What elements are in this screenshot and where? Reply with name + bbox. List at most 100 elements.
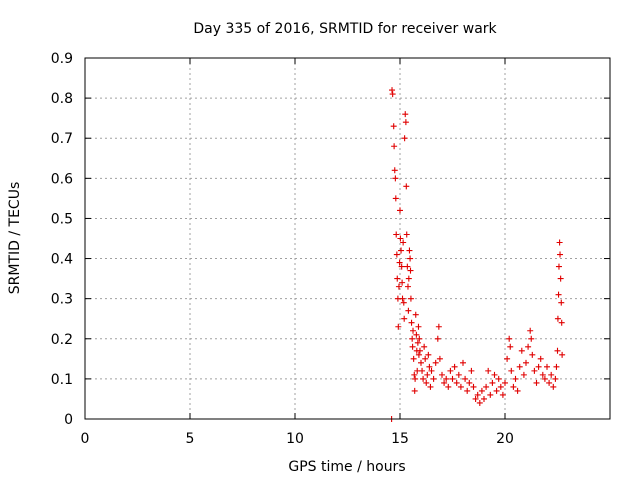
data-point (422, 355, 429, 362)
x-axis-label: GPS time / hours (288, 459, 405, 475)
data-point (528, 335, 535, 342)
data-point (400, 239, 407, 246)
data-point (439, 371, 445, 378)
data-point (402, 111, 409, 118)
x-tick-label: 15 (391, 431, 409, 447)
data-point (462, 375, 469, 382)
data-point (559, 351, 566, 358)
data-point (537, 355, 544, 362)
y-tick-label: 0 (64, 412, 73, 428)
data-point (558, 299, 565, 306)
axis-ticks (84, 57, 610, 420)
data-point (443, 375, 450, 382)
data-point (406, 247, 413, 254)
data-point (427, 383, 434, 390)
data-point (554, 347, 561, 354)
data-point (510, 383, 517, 390)
data-point (441, 379, 448, 386)
data-point (470, 383, 477, 390)
data-point (395, 323, 402, 330)
data-point (401, 135, 408, 142)
data-point (415, 351, 422, 358)
data-point (391, 143, 398, 150)
y-tick-label: 0.8 (51, 91, 73, 107)
data-point (550, 383, 557, 390)
data-point (507, 343, 514, 350)
data-point (416, 347, 423, 354)
data-point (425, 351, 432, 358)
x-tick-label: 20 (496, 431, 514, 447)
plot-frame (84, 57, 611, 420)
data-point (474, 391, 481, 398)
data-point (548, 371, 555, 378)
data-point (512, 375, 519, 382)
data-point (393, 251, 400, 258)
data-point (404, 263, 411, 270)
data-point (493, 387, 500, 394)
data-point (414, 339, 421, 346)
data-point (544, 363, 550, 370)
data-point (460, 359, 466, 366)
y-tick-label: 0.5 (51, 211, 73, 227)
data-point (407, 267, 414, 274)
data-point (445, 383, 452, 390)
data-point (546, 379, 553, 386)
y-tick-label: 0.4 (51, 252, 73, 268)
data-point (518, 347, 525, 354)
data-point (451, 363, 458, 370)
data-point (554, 315, 561, 322)
data-point (447, 367, 454, 374)
data-point (516, 363, 523, 370)
data-point (395, 283, 402, 290)
y-tick-labels: 0 0.1 0.2 0.3 0.4 0.5 0.6 0.7 0.8 0.9 (51, 51, 73, 428)
data-point (558, 319, 565, 326)
data-point (432, 359, 439, 366)
data-point (403, 231, 410, 238)
data-point (413, 331, 420, 338)
data-point (489, 379, 496, 386)
data-point (491, 371, 498, 378)
data-point (514, 387, 521, 394)
data-point (410, 355, 417, 362)
data-point (407, 295, 414, 302)
data-point (502, 379, 508, 386)
data-point (553, 363, 560, 370)
data-point (430, 375, 437, 382)
data-point (468, 367, 475, 374)
grid (85, 58, 610, 419)
data-point (419, 367, 426, 374)
data-point (539, 371, 546, 378)
data-point (478, 387, 485, 394)
data-point (397, 207, 403, 214)
data-point (529, 351, 536, 358)
data-point (499, 391, 506, 398)
data-point (535, 363, 542, 370)
data-point (520, 371, 527, 378)
data-point (481, 395, 487, 402)
data-point (420, 375, 427, 382)
data-point (404, 283, 411, 290)
data-point (495, 375, 502, 382)
data-point (466, 379, 473, 386)
data-point (497, 383, 504, 390)
y-tick-label: 0.2 (51, 332, 73, 348)
data-point (428, 367, 435, 374)
data-point (393, 231, 400, 238)
data-point (464, 387, 471, 394)
data-point (416, 335, 423, 342)
data-point (457, 383, 464, 390)
data-point (415, 323, 422, 330)
data-point (476, 399, 483, 406)
data-point (472, 395, 479, 402)
data-point (453, 379, 460, 386)
data-point (409, 335, 416, 342)
data-point (455, 371, 462, 378)
data-point (405, 307, 412, 314)
data-point (418, 359, 424, 366)
data-point (426, 363, 433, 370)
data-point (533, 379, 540, 386)
data-point (408, 319, 415, 326)
chart-title: Day 335 of 2016, SRMTID for receiver war… (193, 21, 497, 37)
data-point (402, 119, 409, 126)
data-point (557, 251, 564, 258)
